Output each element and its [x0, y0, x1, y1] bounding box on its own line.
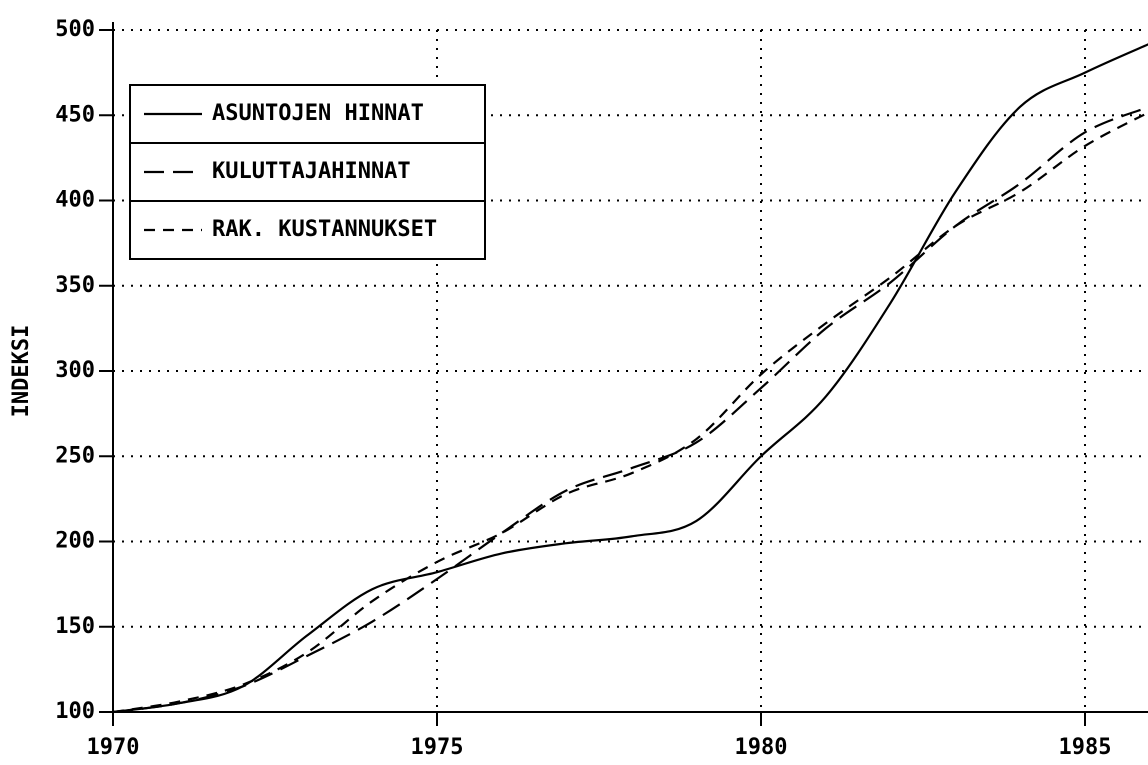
x-tick-label: 1980: [735, 735, 788, 760]
series-line: [113, 111, 1148, 714]
y-tick-label: 250: [55, 443, 95, 468]
y-tick-label: 100: [55, 699, 95, 724]
series-line: [113, 106, 1148, 714]
legend-label: RAK. KUSTANNUKSET: [212, 217, 437, 242]
series-line: [113, 43, 1148, 714]
y-tick-label: 200: [55, 529, 95, 554]
y-tick-label: 400: [55, 188, 95, 213]
x-tick-label: 1985: [1059, 735, 1112, 760]
y-axis-label: INDEKSI: [9, 325, 34, 418]
y-tick-label: 350: [55, 273, 95, 298]
y-tick-label: 450: [55, 102, 95, 127]
y-tick-label: 300: [55, 358, 95, 383]
y-tick-label: 500: [55, 17, 95, 42]
y-tick-label: 150: [55, 614, 95, 639]
legend-label: ASUNTOJEN HINNAT: [212, 101, 424, 126]
plot-area: [113, 43, 1148, 714]
x-tick-label: 1975: [411, 735, 464, 760]
x-tick-label: 1970: [87, 735, 140, 760]
legend-label: KULUTTAJAHINNAT: [212, 159, 411, 184]
